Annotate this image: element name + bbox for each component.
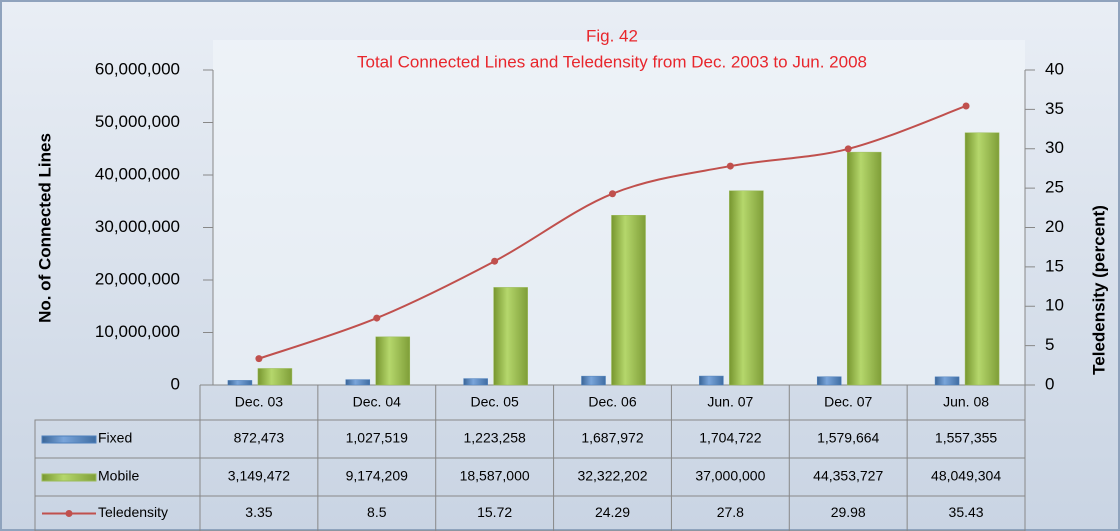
- table-cell: 1,027,519: [346, 430, 408, 446]
- x-tick-label: Dec. 06: [588, 394, 636, 410]
- x-tick-label: Dec. 04: [353, 394, 401, 410]
- y-axis-label: No. of Connected Lines: [35, 133, 54, 323]
- y2-tick-label: 40: [1045, 59, 1064, 78]
- table-cell: 37,000,000: [695, 468, 765, 484]
- y2-axis-label: Teledensity (percent): [1089, 205, 1108, 375]
- y-tick-label: 50,000,000: [95, 112, 180, 131]
- line-marker: [373, 314, 381, 322]
- bar: [493, 287, 528, 386]
- bar: [463, 378, 488, 386]
- table-cell: 24.29: [595, 504, 630, 520]
- table-cell: 32,322,202: [577, 468, 647, 484]
- y2-tick-label: 20: [1045, 217, 1064, 236]
- bar: [964, 132, 1000, 386]
- bar: [729, 190, 764, 386]
- y-tick-label: 60,000,000: [95, 59, 180, 78]
- table-cell: 3.35: [245, 504, 272, 520]
- y-tick-label: 10,000,000: [95, 322, 180, 341]
- table-cell: 27.8: [717, 504, 744, 520]
- chart-title: Fig. 42: [586, 26, 638, 45]
- bar: [846, 151, 882, 386]
- x-tick-label: Dec. 07: [824, 394, 872, 410]
- line-marker: [726, 162, 734, 170]
- legend-swatch: [41, 435, 97, 444]
- table-cell: 48,049,304: [931, 468, 1001, 484]
- bar: [581, 375, 606, 386]
- table-cell: 15.72: [477, 504, 512, 520]
- x-tick-label: Jun. 07: [707, 394, 753, 410]
- y2-tick-label: 35: [1045, 99, 1064, 118]
- table-cell: 1,579,664: [817, 430, 879, 446]
- table-cell: 872,473: [234, 430, 285, 446]
- table-cell: 18,587,000: [460, 468, 530, 484]
- bar: [345, 379, 371, 386]
- bar: [227, 380, 253, 386]
- line-marker: [844, 145, 852, 153]
- y2-tick-label: 0: [1045, 374, 1054, 393]
- bar: [611, 215, 646, 386]
- bar: [257, 368, 293, 386]
- bar: [934, 376, 960, 386]
- legend-label: Fixed: [98, 430, 132, 446]
- bar: [699, 375, 724, 386]
- y2-tick-label: 5: [1045, 335, 1054, 354]
- line-marker: [962, 102, 970, 110]
- y-tick-label: 40,000,000: [95, 164, 180, 183]
- y-tick-label: 20,000,000: [95, 269, 180, 288]
- line-marker: [609, 190, 616, 198]
- legend-swatch: [41, 473, 97, 482]
- table-cell: 8.5: [367, 504, 387, 520]
- y-tick-label: 30,000,000: [95, 217, 180, 236]
- table-cell: 1,223,258: [463, 430, 525, 446]
- x-tick-label: Jun. 08: [943, 394, 989, 410]
- table-cell: 35.43: [949, 504, 984, 520]
- table-cell: 1,704,722: [699, 430, 761, 446]
- y2-tick-label: 30: [1045, 138, 1064, 157]
- x-tick-label: Dec. 05: [471, 394, 519, 410]
- y2-tick-label: 10: [1045, 296, 1064, 315]
- x-tick-label: Dec. 03: [235, 394, 283, 410]
- table-cell: 9,174,209: [346, 468, 408, 484]
- line-marker: [491, 257, 499, 265]
- bar: [375, 336, 411, 386]
- table-cell: 3,149,472: [228, 468, 290, 484]
- table-cell: 1,557,355: [935, 430, 997, 446]
- line-marker: [255, 355, 263, 363]
- y2-tick-label: 25: [1045, 178, 1064, 197]
- legend-label: Mobile: [98, 468, 139, 484]
- chart-subtitle: Total Connected Lines and Teledensity fr…: [357, 52, 867, 71]
- bar: [816, 376, 842, 386]
- table-cell: 44,353,727: [813, 468, 883, 484]
- legend-swatch: [65, 510, 73, 517]
- table-cell: 29.98: [831, 504, 866, 520]
- legend-label: Teledensity: [98, 504, 168, 520]
- y-tick-label: 0: [171, 374, 180, 393]
- y2-tick-label: 15: [1045, 256, 1064, 275]
- table-cell: 1,687,972: [581, 430, 643, 446]
